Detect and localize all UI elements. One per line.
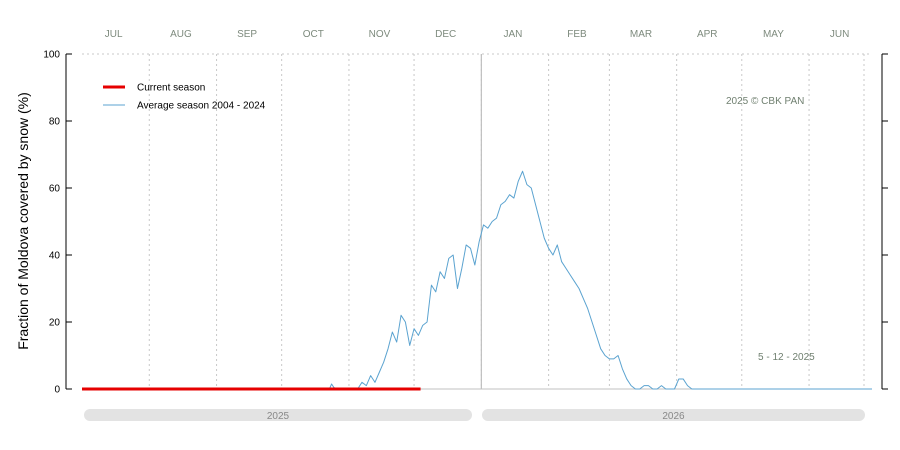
month-labels: JUL AUG SEP OCT NOV DEC JAN FEB MAR APR MAY JUN <box>105 29 850 40</box>
y-tick-label: 80 <box>49 117 61 128</box>
series-group <box>82 170 872 391</box>
copyright-note: 2025 © CBK PAN <box>726 96 804 107</box>
legend-label-current: Current season <box>137 83 205 94</box>
month-label-may: MAY <box>763 29 784 40</box>
month-label-dec: DEC <box>435 29 456 40</box>
month-label-jul: JUL <box>105 29 123 40</box>
month-label-oct: OCT <box>303 29 324 40</box>
y-tick-label: 40 <box>49 251 61 262</box>
year-bar-2026 <box>482 409 865 421</box>
year-bar-2025 <box>84 409 472 421</box>
season-years: 2025 2026 <box>84 409 865 422</box>
month-label-nov: NOV <box>369 29 391 40</box>
month-label-jun: JUN <box>830 29 849 40</box>
y-ticks: 0 20 40 60 80 100 <box>43 50 888 396</box>
average-season-line <box>82 170 872 390</box>
year-label-2026: 2026 <box>662 411 685 422</box>
legend: Current season Average season 2004 - 2024 <box>103 83 266 112</box>
year-label-2025: 2025 <box>267 411 290 422</box>
y-tick-label: 0 <box>54 385 60 396</box>
y-tick-label: 60 <box>49 184 61 195</box>
legend-label-average: Average season 2004 - 2024 <box>137 101 266 112</box>
month-label-jan: JAN <box>504 29 523 40</box>
month-label-aug: AUG <box>170 29 192 40</box>
y-tick-label: 100 <box>43 50 60 61</box>
month-label-feb: FEB <box>567 29 587 40</box>
date-stamp: 5 - 12 - 2025 <box>758 352 815 363</box>
y-tick-label: 20 <box>49 318 61 329</box>
y-axis-label: Fraction of Moldova covered by snow (%) <box>15 92 31 350</box>
grid <box>82 53 872 389</box>
month-label-sep: SEP <box>237 29 257 40</box>
month-label-mar: MAR <box>630 29 652 40</box>
month-label-apr: APR <box>697 29 718 40</box>
